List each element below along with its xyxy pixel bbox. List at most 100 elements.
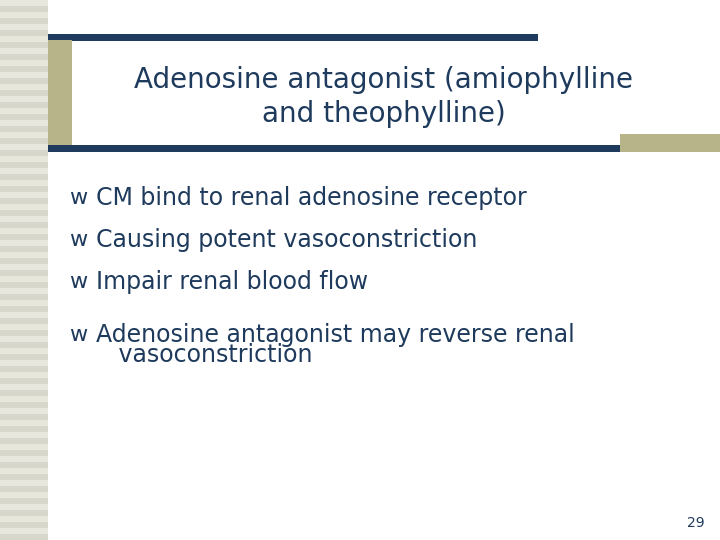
Bar xyxy=(0,192,48,198)
Bar xyxy=(0,66,48,72)
Bar xyxy=(0,0,48,6)
Bar xyxy=(0,300,48,306)
Bar xyxy=(620,134,720,152)
Bar xyxy=(0,360,48,366)
Bar xyxy=(0,222,48,228)
Bar xyxy=(0,258,48,264)
Bar xyxy=(0,318,48,324)
Bar xyxy=(0,468,48,474)
Bar xyxy=(0,366,48,372)
Text: Adenosine antagonist (amiophylline: Adenosine antagonist (amiophylline xyxy=(135,66,634,94)
Bar xyxy=(0,342,48,348)
Text: w: w xyxy=(69,230,87,250)
Bar xyxy=(0,156,48,162)
Bar xyxy=(0,102,48,108)
Bar xyxy=(0,354,48,360)
Bar xyxy=(0,414,48,420)
Bar xyxy=(0,84,48,90)
Bar xyxy=(0,120,48,126)
Bar xyxy=(0,432,48,438)
Bar xyxy=(0,180,48,186)
Bar xyxy=(0,498,48,504)
Bar xyxy=(0,42,48,48)
Bar xyxy=(0,390,48,396)
Bar xyxy=(0,132,48,138)
Bar xyxy=(48,40,72,150)
Bar xyxy=(0,12,48,18)
Bar xyxy=(0,456,48,462)
Bar xyxy=(0,384,48,390)
Bar xyxy=(0,336,48,342)
Bar xyxy=(0,480,48,486)
Bar xyxy=(0,72,48,78)
Bar xyxy=(0,138,48,144)
Bar xyxy=(0,312,48,318)
Bar xyxy=(48,145,688,152)
Bar xyxy=(0,450,48,456)
Bar xyxy=(0,246,48,252)
Bar xyxy=(48,34,538,41)
Bar xyxy=(0,150,48,156)
Bar xyxy=(0,204,48,210)
Text: 29: 29 xyxy=(688,516,705,530)
Bar xyxy=(0,186,48,192)
Bar xyxy=(0,234,48,240)
Bar xyxy=(0,276,48,282)
Bar xyxy=(0,198,48,204)
Bar xyxy=(0,486,48,492)
Text: Causing potent vasoconstriction: Causing potent vasoconstriction xyxy=(96,228,477,252)
Bar xyxy=(0,534,48,540)
Bar xyxy=(0,306,48,312)
Bar xyxy=(0,420,48,426)
Bar xyxy=(0,282,48,288)
Text: and theophylline): and theophylline) xyxy=(262,100,506,128)
Bar xyxy=(0,216,48,222)
Bar xyxy=(0,228,48,234)
Bar xyxy=(0,144,48,150)
Bar xyxy=(0,324,48,330)
Text: Impair renal blood flow: Impair renal blood flow xyxy=(96,270,368,294)
Bar xyxy=(0,372,48,378)
Bar xyxy=(0,330,48,336)
Bar xyxy=(0,288,48,294)
Text: w: w xyxy=(69,272,87,292)
Text: vasoconstriction: vasoconstriction xyxy=(96,343,312,367)
Bar xyxy=(0,252,48,258)
Bar xyxy=(0,396,48,402)
Bar xyxy=(0,270,48,276)
Bar xyxy=(0,30,48,36)
Bar xyxy=(0,348,48,354)
Bar xyxy=(0,114,48,120)
Bar xyxy=(0,240,48,246)
Bar xyxy=(0,210,48,216)
Text: CM bind to renal adenosine receptor: CM bind to renal adenosine receptor xyxy=(96,186,527,210)
Text: Adenosine antagonist may reverse renal: Adenosine antagonist may reverse renal xyxy=(96,323,575,347)
Text: w: w xyxy=(69,188,87,208)
Bar xyxy=(0,426,48,432)
Bar xyxy=(0,522,48,528)
Bar xyxy=(0,60,48,66)
Bar xyxy=(0,162,48,168)
Bar xyxy=(0,444,48,450)
Bar xyxy=(0,402,48,408)
Bar xyxy=(0,36,48,42)
Bar xyxy=(0,264,48,270)
Bar xyxy=(0,462,48,468)
Bar xyxy=(0,438,48,444)
Bar xyxy=(0,54,48,60)
Bar xyxy=(0,528,48,534)
Bar xyxy=(0,6,48,12)
Bar xyxy=(0,168,48,174)
Bar xyxy=(0,378,48,384)
Bar xyxy=(0,126,48,132)
Bar xyxy=(0,516,48,522)
Bar xyxy=(0,408,48,414)
Bar xyxy=(0,96,48,102)
Bar xyxy=(0,90,48,96)
Bar xyxy=(0,108,48,114)
Bar xyxy=(0,18,48,24)
Bar xyxy=(0,504,48,510)
Bar xyxy=(0,24,48,30)
Bar xyxy=(0,492,48,498)
Bar xyxy=(0,294,48,300)
